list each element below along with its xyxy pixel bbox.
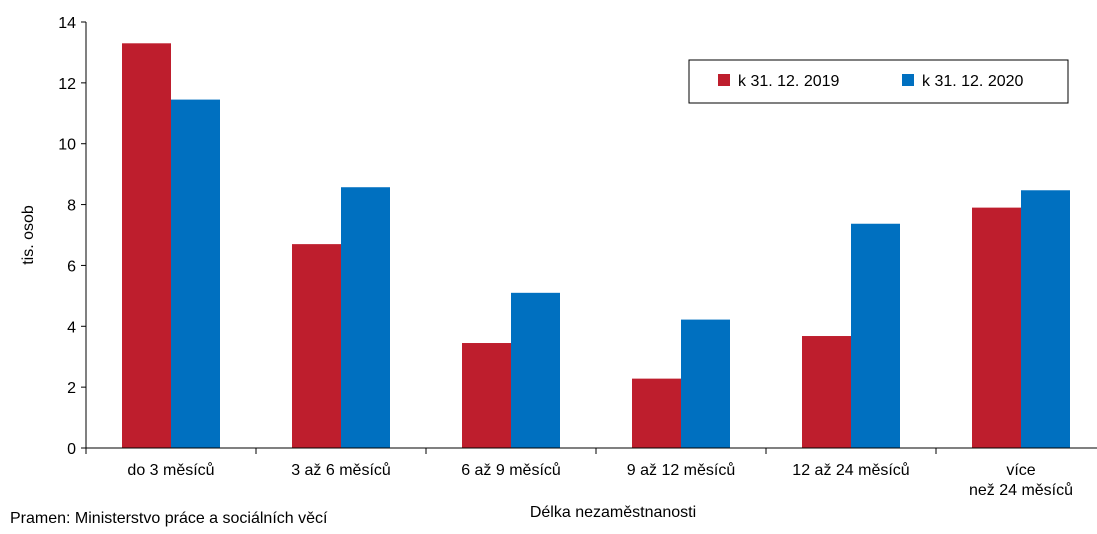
x-category-label-5-line1: než 24 měsíců <box>969 481 1073 499</box>
x-category-label-3: 9 až 12 měsíců <box>627 461 736 479</box>
bar-s0-c2 <box>462 343 511 448</box>
bar-s1-c5 <box>1021 190 1070 448</box>
x-category-labels: do 3 měsíců 3 až 6 měsíců 6 až 9 měsíců 9 a… <box>127 461 1073 499</box>
y-tick-label-6: 6 <box>67 258 76 275</box>
legend-label-2019: k 31. 12. 2019 <box>738 73 840 90</box>
x-category-label-2: 6 až 9 měsíců <box>461 461 561 479</box>
x-category-label-5-line0: více <box>1006 462 1035 479</box>
y-tick-label-14: 14 <box>58 15 76 32</box>
bar-s1-c2 <box>511 292 560 448</box>
bar-s0-c5 <box>972 207 1021 448</box>
x-axis-title: Délka nezaměstnanosti <box>530 504 696 521</box>
y-tick-label-8: 8 <box>67 198 76 215</box>
legend-label-2020: k 31. 12. 2020 <box>922 73 1024 90</box>
y-tick-label-0: 0 <box>67 441 76 458</box>
bars-layer <box>122 43 1070 449</box>
bar-s1-c1 <box>341 187 390 448</box>
x-category-label-1: 3 až 6 měsíců <box>291 461 391 479</box>
y-tick-label-4: 4 <box>67 319 76 336</box>
axes-layer <box>81 21 1097 454</box>
bar-s1-c0 <box>171 99 220 448</box>
source-note: Pramen: Ministerstvo práce a sociálních … <box>10 510 328 527</box>
legend-swatch-2019 <box>718 74 730 86</box>
bar-s0-c4 <box>802 336 851 448</box>
bar-s0-c1 <box>292 244 341 448</box>
x-category-label-0: do 3 měsíců <box>127 461 214 479</box>
bar-s0-c0 <box>122 43 171 449</box>
bar-s1-c3 <box>681 319 730 448</box>
x-category-label-4: 12 až 24 měsíců <box>792 461 909 479</box>
legend-swatch-2020 <box>902 74 914 86</box>
y-tick-labels: 0 2 4 6 8 10 12 14 <box>58 15 76 458</box>
bar-s1-c4 <box>851 223 900 448</box>
y-axis-title: tis. osob <box>20 205 37 265</box>
legend: k 31. 12. 2019 k 31. 12. 2020 <box>688 59 1069 104</box>
bar-s0-c3 <box>632 378 681 448</box>
y-tick-label-10: 10 <box>58 137 76 154</box>
y-tick-label-12: 12 <box>58 76 76 93</box>
legend-box <box>688 59 1069 104</box>
y-tick-label-2: 2 <box>67 380 76 397</box>
